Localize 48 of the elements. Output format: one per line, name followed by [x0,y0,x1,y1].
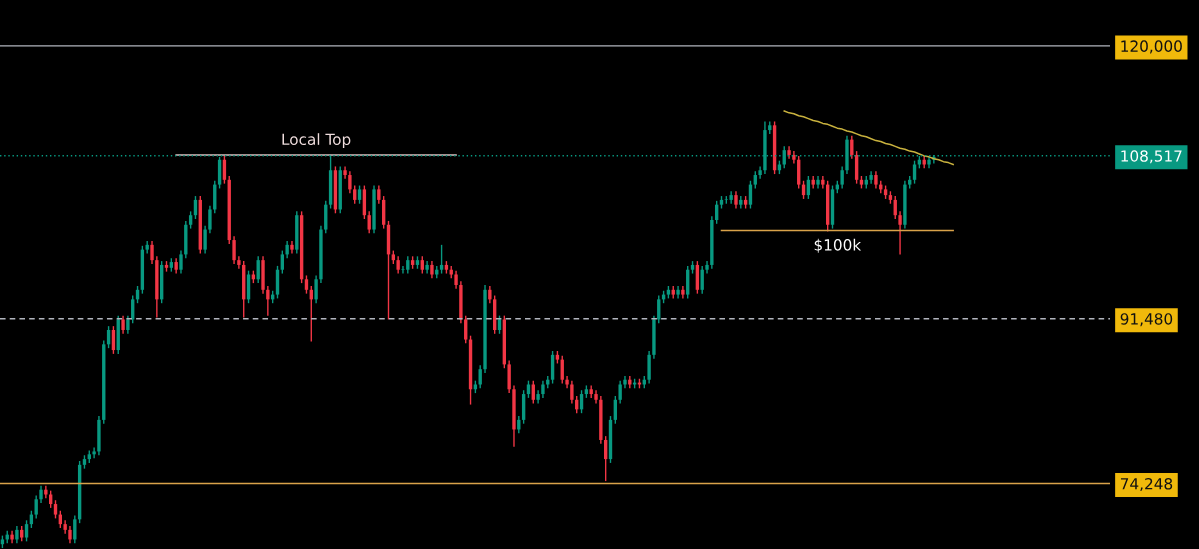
candlestick [203,225,207,255]
candlestick [34,494,38,520]
candlestick [343,165,347,180]
candlestick [705,260,709,275]
candlestick [531,379,535,405]
candlestick [348,170,352,194]
candlestick [121,314,125,335]
candlestick [357,184,362,205]
candlestick [237,255,241,270]
candlestick [44,485,48,500]
candlestick [464,314,468,345]
y-tick-label: 74,248 [1120,477,1173,492]
candlestick [840,165,844,190]
candlestick [353,184,357,205]
candlestick [232,235,236,265]
candlestick [377,184,381,205]
candlestick [792,150,796,165]
candlestick [898,210,902,256]
candlestick [10,530,14,544]
annotation: $100k [814,238,862,253]
y-tick-label: 120,000 [1121,40,1182,54]
candlestick [623,375,627,390]
candlestick [150,240,154,265]
candlestick [208,204,212,235]
y-tick-label: 108,517 [1121,150,1182,164]
candlestick [425,260,429,275]
candlestick [179,249,183,275]
candlestick [304,274,309,295]
candlestick [497,314,502,335]
y-tick-label: 91,480 [1120,313,1173,327]
candlestick [758,165,762,180]
candlestick [266,285,270,317]
candlestick [454,269,458,290]
candlestick [53,499,58,520]
candlestick [367,210,371,235]
candlestick [280,249,285,275]
candlestick [24,519,29,543]
annotation: Local Top [282,133,351,148]
candlestick [126,314,130,335]
line-series [783,110,954,166]
candlestick [314,274,318,304]
candlestick [92,446,96,459]
candlestick [570,379,574,405]
candlestick [565,375,569,390]
candlestick [439,244,444,275]
candlestick [729,190,733,205]
candlestick [618,379,622,405]
candlestick [869,170,873,185]
